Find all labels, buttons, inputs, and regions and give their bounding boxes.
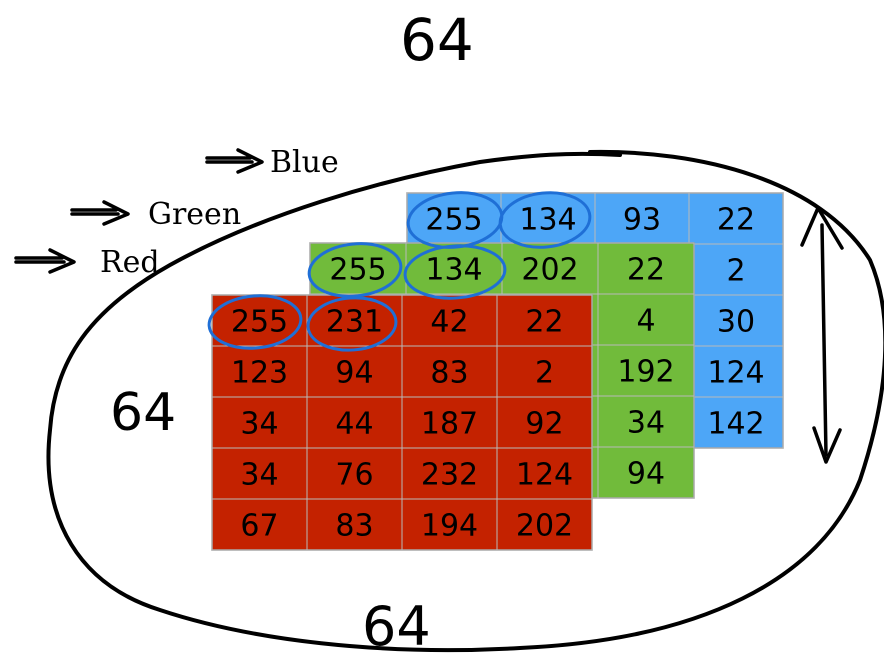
green-pixel-value: 94 [627,457,665,492]
blue-pixel-value: 134 [519,203,576,238]
red-pixel-value: 124 [516,458,573,493]
red-pixel-value: 232 [421,458,478,493]
green-pixel-value: 192 [617,355,674,390]
red-pixel-value: 187 [421,407,478,442]
red-pixel-value: 34 [240,458,278,493]
enclosing-ellipse [46,149,884,653]
label-blue: Blue [205,145,339,180]
top-size-annotation: 64 [400,6,474,74]
blue-pixel-value: 30 [717,305,755,340]
green-pixel-value: 34 [627,406,665,441]
arrow-right-icon [70,200,130,226]
label-green-text: Green [148,197,241,232]
highlight-circle [207,294,303,350]
highlight-circle [307,242,403,298]
red-pixel-value: 123 [231,356,288,391]
arrow-right-icon [205,148,264,174]
red-pixel-value: 92 [525,407,563,442]
highlight-circle [306,296,398,352]
green-pixel-value: 4 [636,304,655,339]
red-pixel-value: 255 [231,305,288,340]
red-pixel-value: 44 [335,407,373,442]
red-channel-grid: 255 231 42 22 123 94 83 2 34 44 187 92 34 76 232 124 67 8… [211,294,593,551]
red-pixel-value: 202 [516,509,573,544]
red-pixel-value: 83 [430,356,468,391]
red-pixel-value: 42 [430,305,468,340]
red-pixel-value: 83 [335,509,373,544]
red-pixel-value: 94 [335,356,373,391]
red-pixel-value: 194 [421,509,478,544]
blue-pixel-value: 142 [707,407,764,442]
blue-pixel-value: 255 [425,203,482,238]
highlight-circle [403,244,507,300]
blue-pixel-value: 124 [707,356,764,391]
red-pixel-value: 34 [240,407,278,442]
highlight-circles [207,191,592,352]
green-grid-cell [597,446,695,499]
label-green: Green [70,197,241,232]
green-pixel-value: 134 [425,253,482,288]
arrow-right-icon [14,248,76,274]
red-pixel-value: 67 [240,509,278,544]
red-pixel-value: 2 [535,356,554,391]
left-size-annotation: 64 [110,383,176,443]
label-red-text: Red [100,245,160,280]
green-pixel-value: 22 [627,253,665,288]
bottom-size-annotation: 64 [362,595,431,656]
highlight-circle [498,191,592,249]
double-arrow-icon [800,206,844,464]
label-red: Red [14,245,160,280]
blue-pixel-value: 2 [726,254,745,289]
blue-pixel-value: 22 [717,203,755,238]
red-pixel-value: 76 [335,458,373,493]
red-pixel-value: 22 [525,305,563,340]
label-blue-text: Blue [270,145,339,180]
red-grid-cell [496,498,593,551]
red-pixel-value: 231 [326,305,383,340]
green-pixel-value: 255 [329,253,386,288]
blue-pixel-value: 93 [623,203,661,238]
green-pixel-value: 202 [521,253,578,288]
